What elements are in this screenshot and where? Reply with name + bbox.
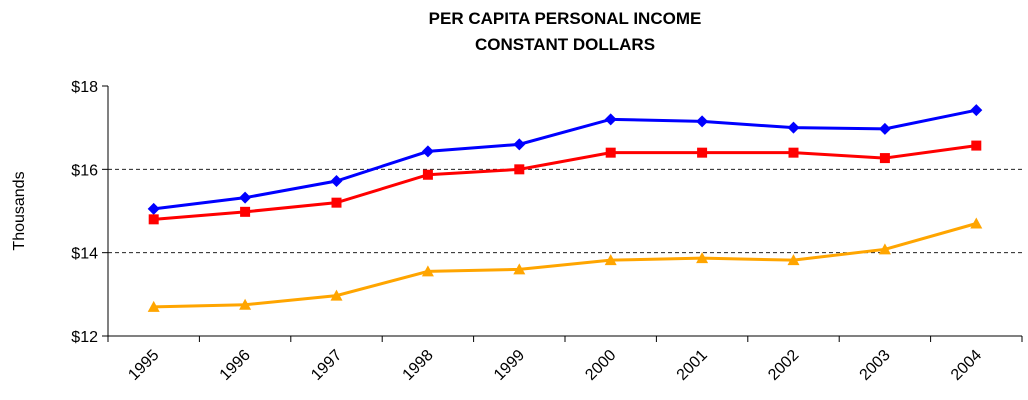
marker xyxy=(971,140,982,151)
marker xyxy=(787,254,800,266)
y-tick-label: $12 xyxy=(71,329,98,346)
marker xyxy=(787,121,800,134)
x-tick-label: 2000 xyxy=(582,347,619,384)
marker xyxy=(788,147,799,158)
marker xyxy=(696,115,709,128)
marker xyxy=(513,138,526,151)
marker xyxy=(239,298,252,310)
x-tick-label: 1999 xyxy=(491,347,528,384)
x-tick-label: 2002 xyxy=(765,347,802,384)
marker xyxy=(331,197,342,208)
y-tick-label: $16 xyxy=(71,162,98,179)
marker xyxy=(970,217,983,229)
y-tick-label: $18 xyxy=(71,79,98,96)
series-line xyxy=(153,222,977,309)
x-tick-label: 1997 xyxy=(308,347,345,384)
marker xyxy=(605,147,616,158)
marker xyxy=(421,145,434,158)
marker xyxy=(421,265,434,277)
chart-title: PER CAPITA PERSONAL INCOME xyxy=(429,9,702,28)
marker xyxy=(147,202,160,215)
x-tick-label: 1996 xyxy=(217,347,254,384)
marker xyxy=(147,300,160,312)
marker xyxy=(422,169,433,180)
x-tick-label: 1998 xyxy=(400,347,437,384)
marker xyxy=(330,175,343,187)
y-axis-label: Thousands xyxy=(11,171,28,250)
marker xyxy=(604,254,617,266)
series-line xyxy=(153,108,977,211)
marker xyxy=(879,153,890,164)
marker xyxy=(239,191,252,204)
x-tick-label: 1995 xyxy=(125,347,162,384)
marker xyxy=(240,206,251,217)
marker xyxy=(878,243,891,255)
marker xyxy=(604,113,617,126)
marker xyxy=(697,147,708,158)
marker xyxy=(878,122,891,135)
chart-title: CONSTANT DOLLARS xyxy=(475,35,655,54)
marker xyxy=(514,164,525,175)
x-tick-label: 2003 xyxy=(857,347,894,384)
x-tick-label: 2001 xyxy=(674,347,711,384)
marker xyxy=(696,252,709,264)
series-line xyxy=(153,144,977,221)
x-tick-label: 2004 xyxy=(948,347,985,384)
marker xyxy=(148,214,159,225)
marker xyxy=(330,289,343,301)
marker xyxy=(970,104,983,117)
marker xyxy=(513,263,526,275)
y-tick-label: $14 xyxy=(71,246,98,263)
